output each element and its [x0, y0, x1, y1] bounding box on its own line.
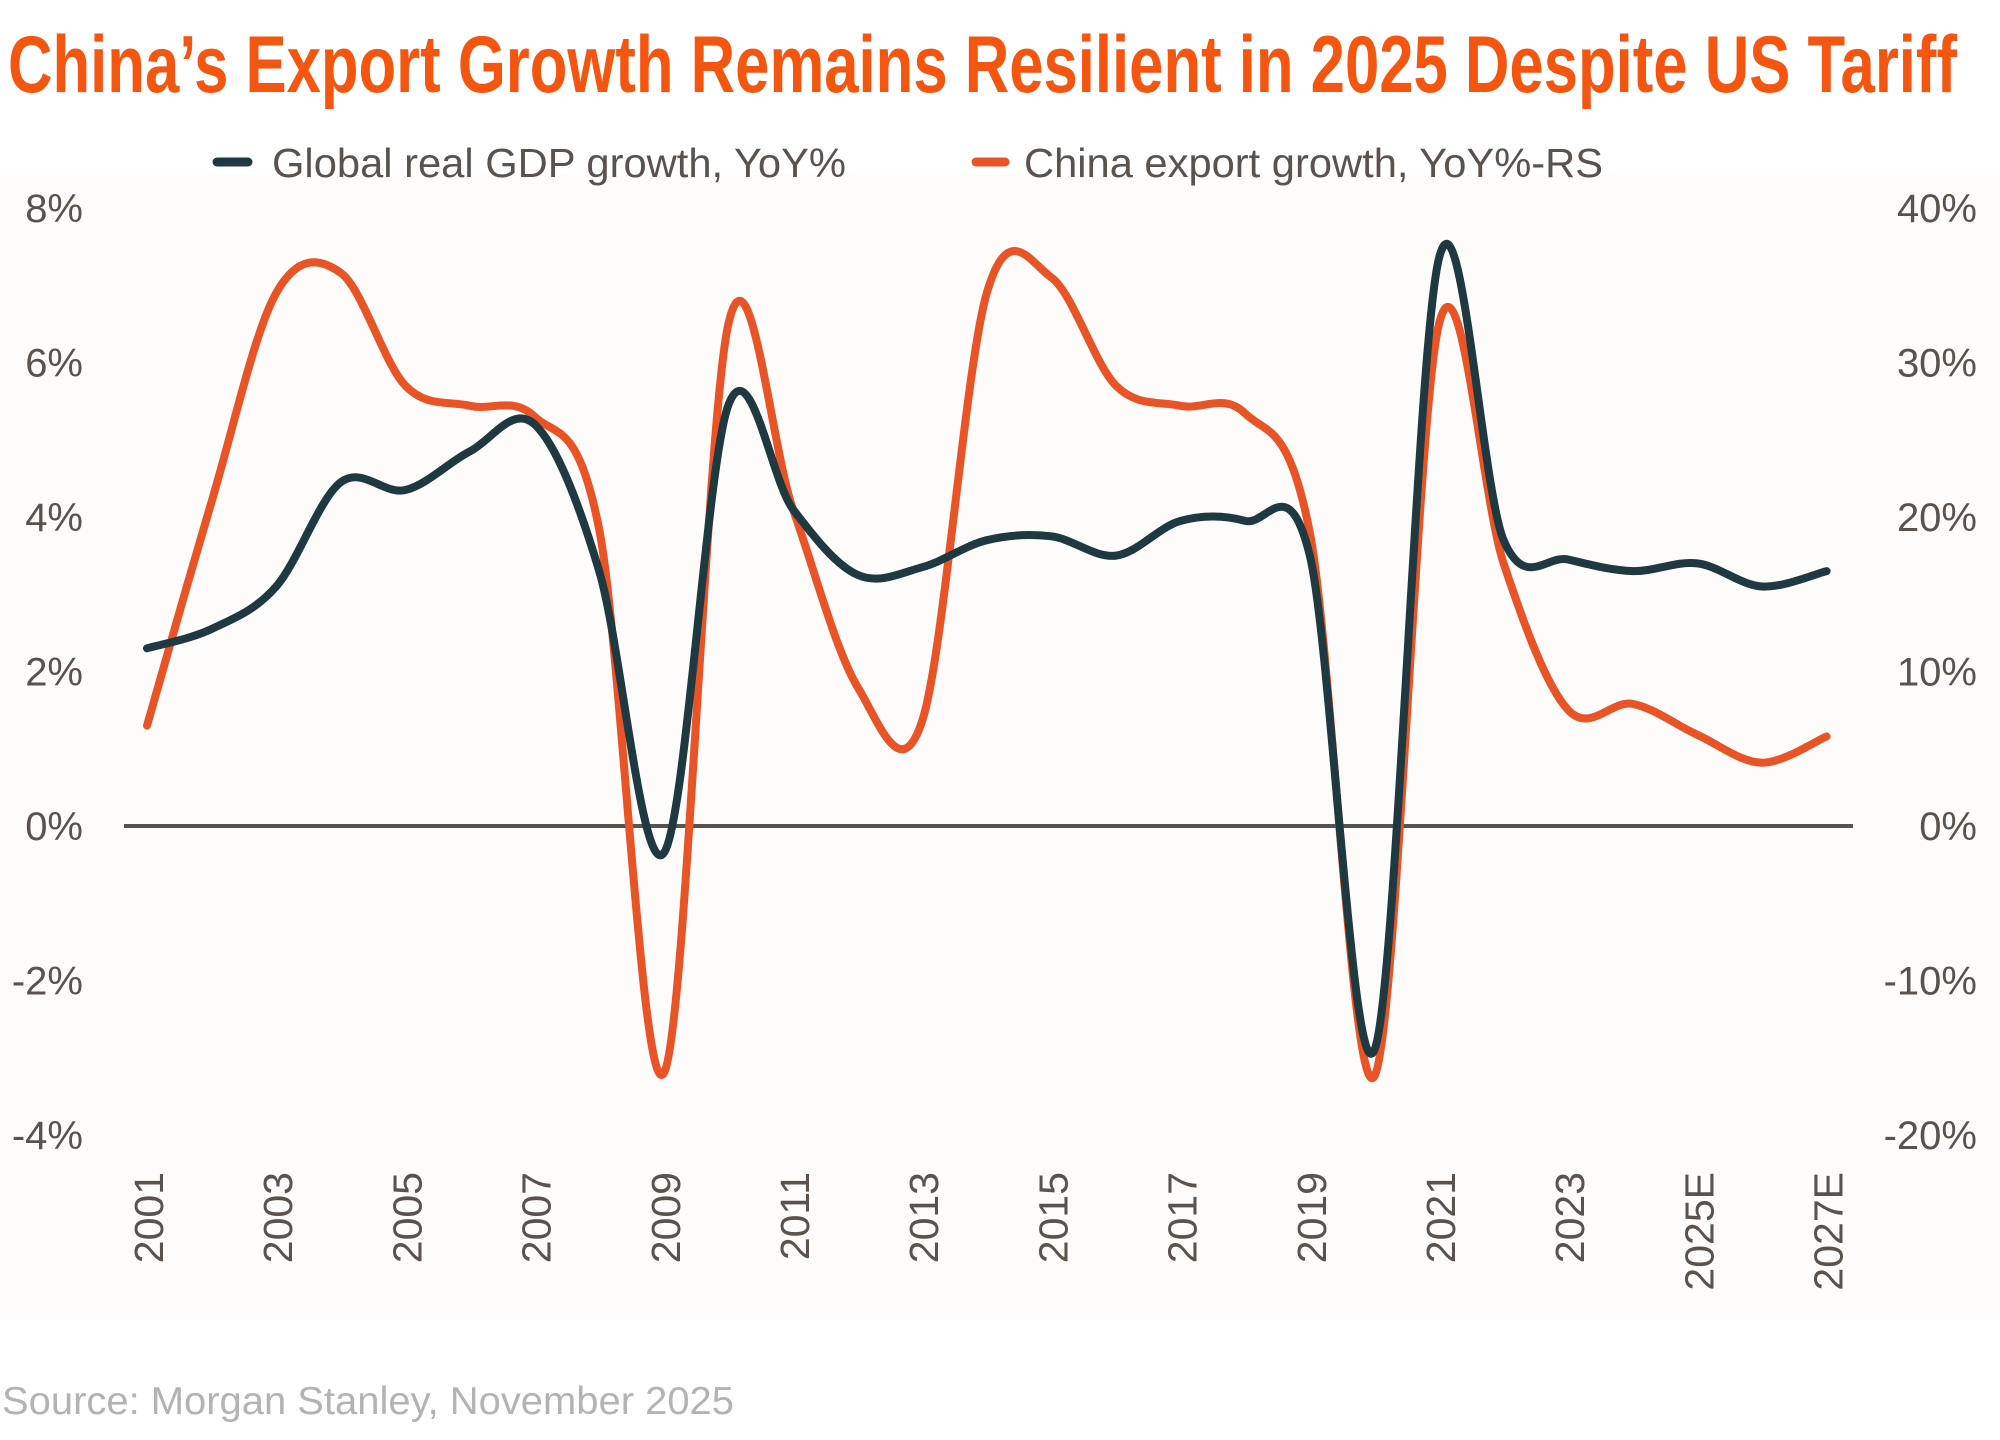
- x-axis-tick-label: 2023: [1547, 1172, 1593, 1263]
- export-data-point: [271, 288, 281, 298]
- gdp-data-point: [659, 848, 669, 858]
- gdp-data-point: [1046, 531, 1056, 541]
- x-axis: 2001 2003 2005 2007 2009 2011 2013 2015 2017 2019…: [126, 1172, 1852, 1291]
- gdp-data-point: [1628, 566, 1638, 576]
- right-axis-tick-label: -10%: [1884, 960, 1977, 1004]
- gdp-data-point: [1305, 551, 1315, 561]
- left-axis-tick-label: -4%: [12, 1114, 83, 1158]
- left-axis-tick-label: 8%: [25, 187, 83, 231]
- export-data-point: [1563, 705, 1573, 715]
- gdp-data-point: [336, 477, 346, 487]
- left-axis-tick-label: 0%: [25, 805, 83, 849]
- export-data-point: [1046, 273, 1056, 283]
- x-axis-tick-label: 2019: [1289, 1172, 1335, 1263]
- x-axis-tick-label: 2001: [126, 1172, 172, 1263]
- gdp-data-point: [917, 562, 927, 572]
- gdp-series-line: [143, 240, 1831, 1058]
- left-axis: 8% 6% 4% 2% 0% -2% -4%: [12, 187, 83, 1158]
- export-data-point: [853, 682, 863, 692]
- export-data-point: [336, 268, 346, 278]
- left-axis-tick-label: 4%: [25, 496, 83, 540]
- gdp-data-point: [788, 504, 798, 514]
- legend: Global real GDP growth, YoY% China expor…: [212, 140, 1603, 186]
- chart-title: China’s Export Growth Remains Resilient …: [8, 20, 1958, 110]
- export-data-point: [207, 497, 217, 507]
- x-axis-tick-label: 2003: [255, 1172, 301, 1263]
- gdp-data-point: [400, 485, 410, 495]
- left-axis-tick-label: 2%: [25, 651, 83, 695]
- legend-label-export: China export growth, YoY%-RS: [1024, 140, 1603, 186]
- x-axis-tick-label: 2017: [1160, 1172, 1206, 1263]
- plot-background: [0, 175, 2000, 1320]
- x-axis-tick-label: 2011: [772, 1172, 818, 1260]
- right-axis-tick-label: 0%: [1919, 805, 1977, 849]
- export-data-point: [917, 716, 927, 726]
- export-data-point: [465, 401, 475, 411]
- gdp-data-point: [1240, 516, 1250, 526]
- series-layer: [142, 240, 1832, 1083]
- gdp-data-point: [207, 624, 217, 634]
- x-axis-tick-label: 2027E: [1806, 1172, 1852, 1291]
- export-data-point: [594, 524, 604, 534]
- export-data-point: [659, 1068, 669, 1078]
- gdp-data-point: [1434, 253, 1444, 263]
- export-data-point: [723, 319, 733, 329]
- right-axis-tick-label: 10%: [1897, 651, 1977, 695]
- gdp-data-point: [723, 400, 733, 410]
- legend-label-gdp: Global real GDP growth, YoY%: [272, 140, 846, 186]
- gdp-data-point: [1563, 555, 1573, 565]
- export-data-point: [982, 288, 992, 298]
- x-axis-tick-label: 2025E: [1676, 1172, 1722, 1291]
- gdp-data-point: [1369, 1045, 1379, 1055]
- export-data-point: [1692, 730, 1702, 740]
- x-axis-tick-label: 2021: [1418, 1172, 1464, 1263]
- right-axis: 40% 30% 20% 10% 0% -10% -20%: [1884, 187, 1977, 1158]
- export-data-point: [1434, 319, 1444, 329]
- gdp-data-point: [1111, 551, 1121, 561]
- export-data-point: [142, 721, 152, 731]
- right-axis-tick-label: 20%: [1897, 496, 1977, 540]
- gdp-data-point: [982, 535, 992, 545]
- gdp-data-point: [142, 643, 152, 653]
- export-data-point: [1499, 558, 1509, 568]
- x-axis-tick-label: 2009: [643, 1172, 689, 1263]
- export-data-point: [1176, 401, 1186, 411]
- right-axis-tick-label: 30%: [1897, 342, 1977, 386]
- export-data-point: [1628, 699, 1638, 709]
- export-data-point: [400, 381, 410, 391]
- export-data-point: [1822, 731, 1832, 741]
- right-axis-tick-label: -20%: [1884, 1114, 1977, 1158]
- gdp-data-point: [530, 419, 540, 429]
- right-axis-tick-label: 40%: [1897, 187, 1977, 231]
- left-axis-tick-label: 6%: [25, 342, 83, 386]
- source-note: Source: Morgan Stanley, November 2025: [2, 1380, 734, 1423]
- series-gdp: [142, 240, 1832, 1058]
- x-axis-tick-label: 2007: [514, 1172, 560, 1263]
- export-data-point: [1111, 381, 1121, 391]
- gdp-data-point: [594, 566, 604, 576]
- x-axis-tick-label: 2015: [1030, 1172, 1076, 1263]
- legend-item-export[interactable]: China export growth, YoY%-RS: [971, 140, 1603, 186]
- legend-item-gdp[interactable]: Global real GDP growth, YoY%: [212, 140, 846, 186]
- x-axis-tick-label: 2005: [384, 1172, 430, 1263]
- gdp-data-point: [1692, 558, 1702, 568]
- gdp-data-point: [1757, 582, 1767, 592]
- left-axis-tick-label: -2%: [12, 960, 83, 1004]
- export-data-point: [1757, 758, 1767, 768]
- gdp-data-point: [1822, 566, 1832, 576]
- gdp-data-point: [465, 446, 475, 456]
- export-data-point: [1369, 1071, 1379, 1081]
- gdp-data-point: [853, 570, 863, 580]
- gdp-data-point: [1499, 535, 1509, 545]
- gdp-data-point: [1176, 516, 1186, 526]
- x-axis-tick-label: 2013: [901, 1172, 947, 1263]
- export-data-point: [1240, 409, 1250, 419]
- gdp-data-point: [271, 582, 281, 592]
